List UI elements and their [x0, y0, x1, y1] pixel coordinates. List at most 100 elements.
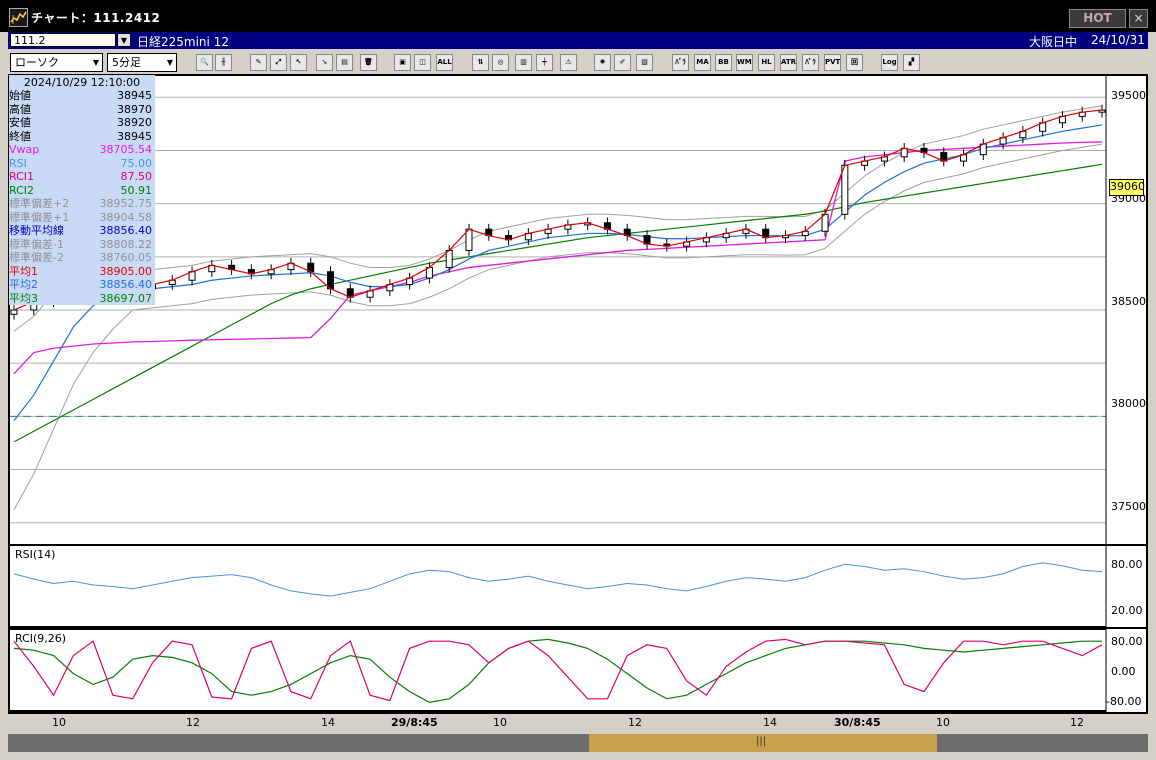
panel-row: RSI 75.00	[9, 157, 155, 170]
rci-tick-neg80: -80.00	[1106, 695, 1142, 708]
toolbar-button[interactable]: ▣	[394, 54, 411, 71]
panel-row-value: 38970	[117, 102, 152, 116]
close-button[interactable]: ×	[1129, 9, 1148, 28]
rci-short-line	[13, 638, 1103, 702]
toolbar-button[interactable]: ▧	[636, 54, 653, 71]
toolbar-button[interactable]: BB	[715, 54, 732, 71]
toolbar-button[interactable]: ↖	[290, 54, 307, 71]
panel-row-label: 安値	[9, 116, 31, 129]
time-tick: 10	[936, 716, 950, 729]
hot-button[interactable]: HOT	[1069, 9, 1126, 28]
toolbar-button[interactable]: ▤	[336, 54, 353, 71]
toolbar-button[interactable]: ◫	[414, 54, 431, 71]
toolbar-button[interactable]: ┿	[536, 54, 553, 71]
toolbar-button[interactable]: ▥	[515, 54, 532, 71]
horizontal-scrollbar[interactable]	[8, 734, 1148, 752]
rsi-line	[13, 562, 1103, 597]
panel-row: 標準偏差+1 38904.58	[9, 211, 155, 224]
window-title: チャート：111.2412	[31, 11, 161, 25]
panel-row: 安値 38920	[9, 116, 155, 129]
panel-row: 平均2 38856.40	[9, 278, 155, 291]
toolbar-button[interactable]: ⚠	[560, 54, 577, 71]
time-tick: 14	[763, 716, 777, 729]
symbol-code-input[interactable]: 111.2	[10, 33, 116, 47]
toolbar-button[interactable]: HL	[758, 54, 775, 71]
toolbar-button[interactable]: WMA	[736, 54, 753, 71]
toolbar-button[interactable]: ﾊﾟﾗ	[802, 54, 819, 71]
panel-row: 高値 38970	[9, 103, 155, 116]
panel-row-label: 終値	[9, 129, 31, 143]
toolbar-button[interactable]: MA	[694, 54, 711, 71]
toolbar-button[interactable]: ✐	[614, 54, 631, 71]
chart-type-select[interactable]: ローソク ▼	[10, 53, 103, 72]
rci-plot-area	[10, 630, 1106, 710]
toolbar-button[interactable]: ﾊﾞﾗ	[672, 54, 689, 71]
panel-row-label: 平均2	[9, 278, 38, 291]
scrollbar-thumb[interactable]	[589, 734, 937, 752]
ohlc-data-panel: 2024/10/29 12:10:00 始値 38945 高値 38970 安値 3892…	[9, 75, 155, 305]
panel-row-value: 38856.40	[99, 278, 153, 291]
toolbar-button[interactable]: ➘	[316, 54, 333, 71]
panel-row: RCI1 87.50	[9, 170, 155, 183]
rsi-tick-80: 80.00	[1111, 558, 1143, 571]
toolbar-button[interactable]: 🗑	[360, 54, 377, 71]
panel-row-label: 高値	[9, 102, 31, 116]
toolbar-button[interactable]: 回	[846, 54, 863, 71]
interval-select[interactable]: 5分足 ▼	[107, 53, 177, 72]
bollinger-lower-line	[13, 143, 1103, 511]
chart-canvas[interactable]	[10, 76, 1146, 712]
symbol-name: 日経225mini 12	[137, 35, 229, 49]
rci-long-line	[13, 638, 1102, 704]
rsi-tick-20: 20.00	[1111, 604, 1143, 617]
symbol-dropdown-button[interactable]: ▼	[117, 33, 131, 47]
toolbar	[8, 50, 1148, 74]
panel-row-value: 38945	[117, 89, 152, 102]
rci-tick-80: 80.00	[1111, 635, 1143, 648]
toolbar-button[interactable]: ATR	[780, 54, 797, 71]
average3-line	[13, 163, 1103, 443]
toolbar-button[interactable]: ▞	[903, 54, 920, 71]
panel-row-value: 38905.00	[99, 264, 153, 278]
panel-row-value: 75.00	[120, 156, 153, 170]
toolbar-button[interactable]: 🔍	[196, 54, 213, 71]
panel-row-label: RSI	[9, 156, 27, 170]
panel-row-value: 38856.40	[99, 224, 153, 237]
toolbar-button[interactable]: ╫	[215, 54, 232, 71]
toolbar-button[interactable]: PVT	[824, 54, 841, 71]
panel-row-value: 38904.58	[99, 210, 153, 224]
toolbar-button[interactable]: ◎	[492, 54, 509, 71]
toolbar-button[interactable]: ✎	[250, 54, 267, 71]
panel-row: Vwap 38705.54	[9, 143, 155, 156]
panel-row: 始値 38945	[9, 89, 155, 102]
candle-body	[465, 228, 473, 251]
panel-row-label: RCI1	[9, 170, 35, 183]
title-bar[interactable]	[0, 0, 1156, 32]
candle-body	[1098, 109, 1106, 113]
toolbar-button[interactable]: ALL	[436, 54, 453, 71]
date-label: 24/10/31	[1091, 33, 1145, 47]
time-tick: 10	[493, 716, 507, 729]
chart-type-value: ローソク	[15, 56, 59, 69]
interval-value: 5分足	[112, 56, 141, 69]
average1-line	[13, 109, 1103, 311]
chevron-down-icon: ▼	[92, 58, 99, 67]
panel-row-label: 標準偏差-1	[9, 237, 64, 251]
panel-row: 標準偏差+2 38952.75	[9, 197, 155, 210]
panel-row: 標準偏差-2 38760.05	[9, 251, 155, 264]
panel-row-value: 87.50	[120, 170, 153, 183]
grip-icon: |||	[756, 736, 767, 747]
panel-row: 終値 38945	[9, 130, 155, 143]
panel-row-value: 38945	[117, 129, 152, 143]
price-tick: 38500	[1111, 295, 1146, 308]
panel-row-value: 38952.75	[99, 197, 153, 210]
toolbar-button[interactable]: ⇅	[472, 54, 489, 71]
time-tick: 12	[628, 716, 642, 729]
app-icon	[9, 8, 28, 27]
panel-row-value: 50.91	[120, 183, 153, 197]
toolbar-button[interactable]: Log	[881, 54, 898, 71]
panel-row: 平均3 38697.07	[9, 292, 155, 305]
price-tick: 38000	[1111, 397, 1146, 410]
toolbar-button[interactable]: ⤢	[270, 54, 287, 71]
candle-body	[841, 164, 849, 215]
toolbar-button[interactable]: ✹	[594, 54, 611, 71]
